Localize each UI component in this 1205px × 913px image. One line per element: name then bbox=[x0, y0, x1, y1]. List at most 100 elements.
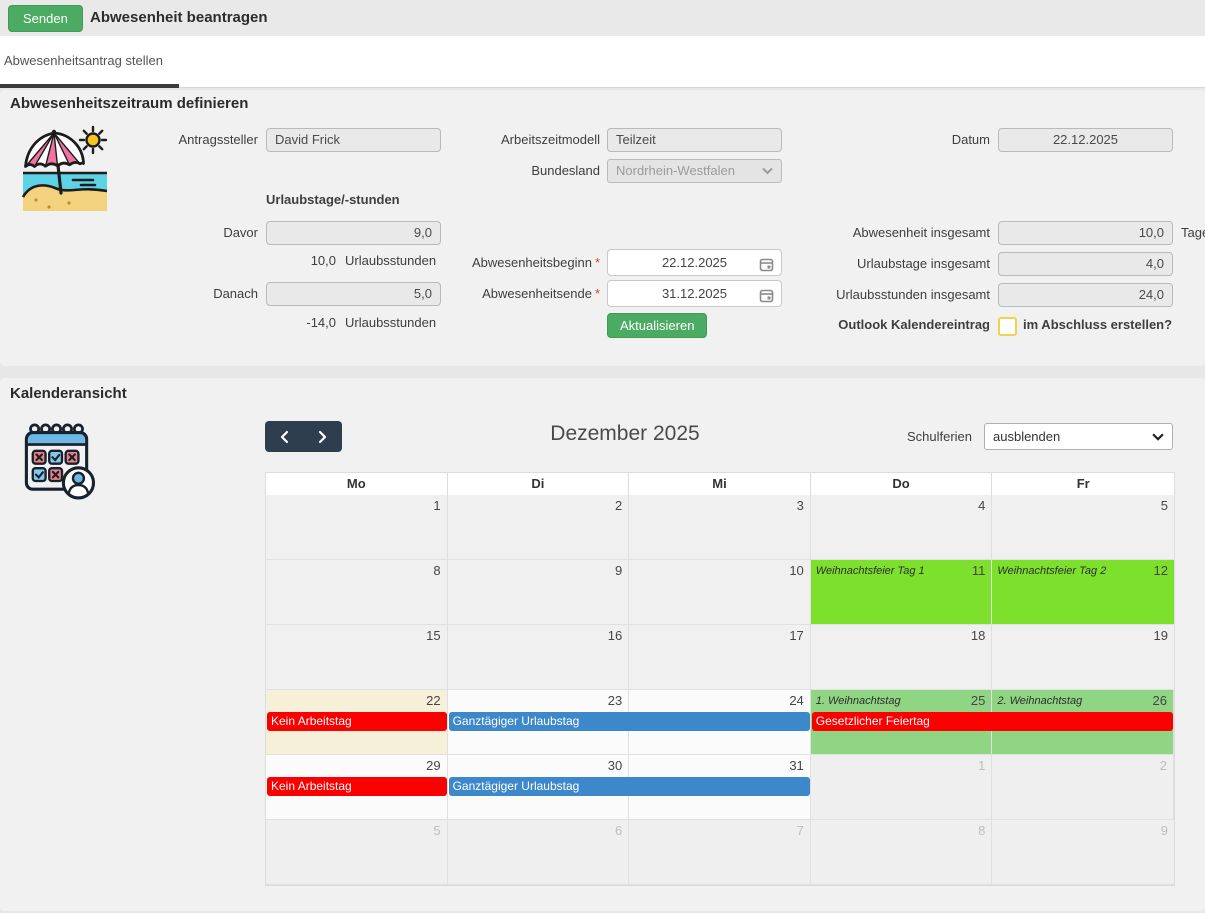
calendar-week-row: 8 9 10 11 Weihnachtsfeier Tag 1 12 Weihnachtsf… bbox=[266, 560, 1174, 625]
calendar-event[interactable]: Ganztägiger Urlaubstag bbox=[448, 712, 810, 731]
calendar-section: Kalenderansicht bbox=[0, 378, 1205, 911]
calendar-day-cell[interactable]: 17 bbox=[629, 625, 811, 690]
calendar-month-title: Dezember 2025 bbox=[550, 422, 700, 445]
day-number: 22 bbox=[426, 693, 441, 708]
day-number: 29 bbox=[426, 758, 441, 773]
day-number: 30 bbox=[607, 758, 623, 773]
calendar-day-cell[interactable]: 6 bbox=[447, 820, 630, 885]
calendar-day-cell[interactable]: 7 bbox=[629, 820, 811, 885]
required-marker: * bbox=[594, 286, 600, 301]
antragssteller-label: Antragssteller bbox=[178, 132, 258, 147]
holiday-label: 2. Weihnachtstag bbox=[997, 695, 1083, 707]
calendar-day-cell[interactable]: 5 bbox=[992, 495, 1174, 560]
calendar-day-cell[interactable]: 10 bbox=[629, 560, 811, 625]
prev-month-button[interactable] bbox=[265, 421, 304, 452]
top-header-bar: Senden Abwesenheit beantragen bbox=[0, 0, 1205, 36]
calendar-day-cell[interactable]: 2 bbox=[992, 755, 1174, 820]
calendar-day-cell[interactable]: 9 bbox=[447, 560, 630, 625]
calendar-day-cell[interactable]: 1 bbox=[810, 755, 993, 820]
abwesenheit-insgesamt-field: 10,0 bbox=[998, 221, 1173, 245]
urlaubsstunden-insgesamt-field: 24,0 bbox=[998, 283, 1173, 307]
calendar-day-cell[interactable]: 19 bbox=[992, 625, 1174, 690]
calendar-event[interactable]: Gesetzlicher Feiertag bbox=[811, 712, 1173, 731]
day-number: 15 bbox=[426, 628, 441, 643]
weekday-header-cell: Di bbox=[447, 473, 630, 496]
form-section-title: Abwesenheitszeitraum definieren bbox=[10, 95, 249, 112]
next-month-button[interactable] bbox=[304, 421, 343, 452]
abwesenheitsbeginn-input[interactable]: 22.12.2025 bbox=[607, 249, 782, 276]
weekday-header-cell: Mi bbox=[629, 473, 811, 496]
danach-hours-value: -14,0 bbox=[306, 315, 336, 330]
day-number: 7 bbox=[796, 823, 804, 838]
danach-label: Danach bbox=[213, 286, 258, 301]
calendar-day-cell[interactable]: 15 bbox=[266, 625, 448, 690]
calendar-day-cell[interactable]: 11 Weihnachtsfeier Tag 1 bbox=[810, 560, 993, 625]
calendar-event[interactable]: Kein Arbeitstag bbox=[267, 712, 447, 731]
day-number: 2 bbox=[1159, 758, 1167, 773]
calendar-day-cell[interactable]: 16 bbox=[447, 625, 630, 690]
calendar-day-cell[interactable]: 2 bbox=[447, 495, 630, 560]
bundesland-select: Nordrhein-Westfalen bbox=[607, 159, 782, 183]
tab-bar: Abwesenheitsantrag stellen bbox=[0, 36, 1205, 88]
schulferien-select[interactable]: ausblenden bbox=[984, 423, 1173, 450]
day-number: 1 bbox=[978, 758, 986, 773]
day-number: 9 bbox=[614, 563, 623, 578]
day-number: 16 bbox=[607, 628, 623, 643]
outlook-label: Outlook Kalendereintrag bbox=[838, 317, 990, 332]
beach-vacation-icon bbox=[16, 123, 112, 218]
davor-hours-value: 10,0 bbox=[310, 253, 336, 268]
aktualisieren-button[interactable]: Aktualisieren bbox=[607, 313, 708, 338]
calendar-week-row: 5 6 7 8 9 bbox=[266, 820, 1174, 885]
day-number: 8 bbox=[978, 823, 986, 838]
calendar-picker-icon[interactable] bbox=[759, 255, 774, 280]
arbeitszeitmodell-label: Arbeitszeitmodell bbox=[501, 132, 600, 147]
day-number: 4 bbox=[978, 498, 986, 513]
day-number: 24 bbox=[789, 693, 804, 708]
chevron-right-icon bbox=[318, 430, 326, 443]
calendar-week-row: 15 16 17 18 19 bbox=[266, 625, 1174, 690]
calendar-picker-icon[interactable] bbox=[759, 286, 774, 311]
calendar-grid: Mo Di Mi Do Fr 1 2 3 4 5 8 9 10 11 Weihnachtsfeier Ta… bbox=[265, 472, 1175, 886]
bundesland-value: Nordrhein-Westfalen bbox=[616, 163, 735, 178]
day-number: 26 bbox=[1152, 693, 1167, 708]
abwesenheitsbeginn-label: Abwesenheitsbeginn * bbox=[471, 255, 600, 270]
calendar-day-cell[interactable]: 3 bbox=[629, 495, 811, 560]
arbeitszeitmodell-field: Teilzeit bbox=[607, 128, 782, 152]
chevron-down-icon bbox=[762, 167, 773, 175]
day-number: 10 bbox=[789, 563, 804, 578]
chevron-left-icon bbox=[281, 430, 289, 443]
davor-field: 9,0 bbox=[266, 221, 441, 245]
urlaubsstunden-insgesamt-label: Urlaubsstunden insgesamt bbox=[836, 287, 990, 302]
urlaubstage-insgesamt-field: 4,0 bbox=[998, 252, 1173, 276]
calendar-day-cell[interactable]: 18 bbox=[810, 625, 993, 690]
calendar-day-cell[interactable]: 4 bbox=[810, 495, 993, 560]
holiday-label: 1. Weihnachtstag bbox=[815, 695, 901, 707]
day-number: 5 bbox=[433, 823, 441, 838]
holiday-label: Weihnachtsfeier Tag 2 bbox=[997, 565, 1107, 577]
calendar-day-cell[interactable]: 12 Weihnachtsfeier Tag 2 bbox=[992, 560, 1174, 625]
calendar-event[interactable]: Ganztägiger Urlaubstag bbox=[448, 777, 810, 796]
datum-field: 22.12.2025 bbox=[998, 128, 1173, 152]
calendar-event[interactable]: Kein Arbeitstag bbox=[267, 777, 447, 796]
weekday-header-cell: Mo bbox=[266, 473, 448, 496]
danach-hours-unit: Urlaubsstunden bbox=[345, 315, 437, 330]
day-number: 19 bbox=[1153, 628, 1168, 643]
calendar-day-cell[interactable]: 9 bbox=[992, 820, 1174, 885]
calendar-day-cell[interactable]: 5 bbox=[266, 820, 448, 885]
senden-button[interactable]: Senden bbox=[8, 5, 83, 32]
schulferien-selected-value: ausblenden bbox=[993, 429, 1061, 444]
tab-abwesenheitsantrag-stellen[interactable]: Abwesenheitsantrag stellen bbox=[0, 36, 179, 88]
calendar-day-cell[interactable]: 8 bbox=[266, 560, 448, 625]
page-title: Abwesenheit beantragen bbox=[90, 9, 268, 26]
calendar-day-cell[interactable]: 8 bbox=[810, 820, 993, 885]
calendar-week-row: 1 2 3 4 5 bbox=[266, 495, 1174, 560]
abwesenheit-insgesamt-label: Abwesenheit insgesamt bbox=[852, 225, 990, 240]
urlaubstage-insgesamt-label: Urlaubstage insgesamt bbox=[857, 256, 990, 271]
davor-label: Davor bbox=[223, 225, 258, 240]
required-marker: * bbox=[594, 255, 600, 270]
calendar-day-cell[interactable]: 1 bbox=[266, 495, 448, 560]
abwesenheitsende-input[interactable]: 31.12.2025 bbox=[607, 280, 782, 307]
outlook-checkbox[interactable] bbox=[998, 317, 1017, 336]
davor-hours-row: 10,0 Urlaubsstunden bbox=[266, 253, 436, 268]
holiday-label: Weihnachtsfeier Tag 1 bbox=[815, 565, 925, 577]
